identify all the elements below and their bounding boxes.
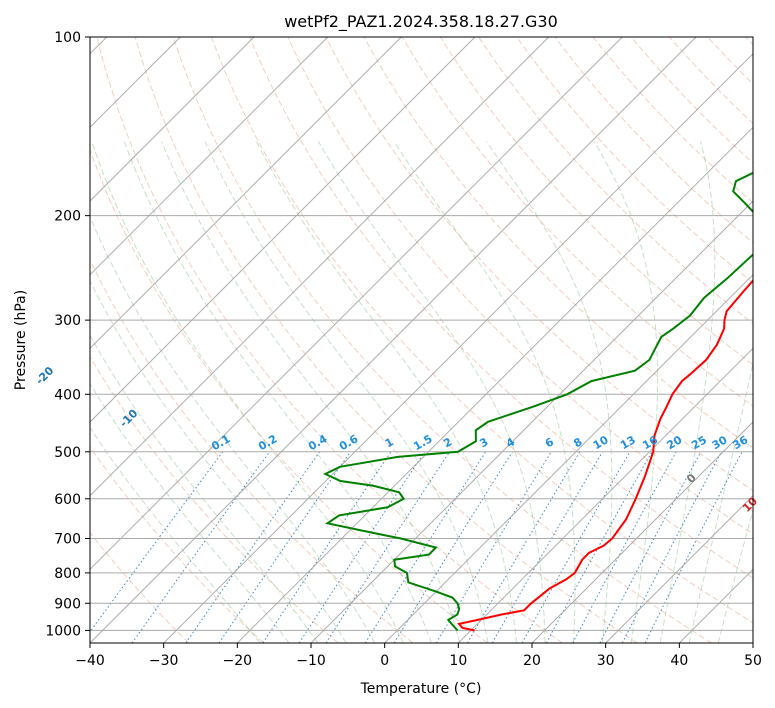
series-line-0: [457, 279, 753, 632]
moist-adiabat: [593, 141, 659, 643]
x-tick-label: −10: [296, 653, 326, 669]
moist-adiabat: [91, 141, 404, 643]
mixing-ratio-line: [521, 451, 631, 643]
mixing-ratio-line: [572, 451, 677, 643]
x-tick-label: 20: [523, 653, 541, 669]
dry-adiabat: [630, 37, 753, 164]
y-tick-label: 700: [54, 532, 81, 548]
isotherm: [90, 37, 402, 350]
moist-adiabat: [659, 141, 716, 643]
mixing-ratio-line: [325, 451, 451, 643]
dry-adiabat: [478, 37, 753, 325]
moist-adiabat: [90, 334, 319, 643]
x-axis-label: Temperature (°C): [360, 681, 482, 697]
moist-adiabat: [90, 279, 347, 643]
y-axis-label: Pressure (hPa): [13, 290, 29, 390]
dry-adiabat: [134, 37, 638, 643]
mixing-ratio-line: [218, 451, 351, 643]
moist-adiabat: [255, 141, 517, 643]
x-tick-label: −20: [223, 653, 253, 669]
dry-adiabat: [592, 37, 753, 204]
mixing-ratio-line: [185, 451, 321, 643]
x-tick-label: 10: [449, 653, 467, 669]
isotherm: [163, 52, 753, 643]
dry-adiabat: [287, 37, 753, 535]
isotherm: [90, 37, 476, 423]
mixing-ratio-line: [393, 451, 513, 643]
y-tick-label: 200: [54, 209, 81, 225]
mixing-ratio-line: [491, 451, 603, 643]
dry-adiabat: [325, 37, 753, 492]
dry-adiabat: [211, 37, 753, 624]
y-tick-label: 400: [54, 387, 81, 403]
isotherm: [384, 273, 753, 643]
y-tick-label: 600: [54, 492, 81, 508]
moist-adiabat: [90, 382, 290, 643]
x-tick-label: −40: [75, 653, 105, 669]
moist-adiabat: [317, 141, 546, 643]
moist-adiabat: [393, 141, 576, 643]
dry-adiabat: [439, 37, 753, 366]
dry-adiabat: [96, 37, 563, 643]
x-tick-label: −30: [149, 653, 179, 669]
plot-area: [90, 37, 753, 643]
moist-adiabat: [161, 141, 461, 643]
x-tick-label: 0: [380, 653, 389, 669]
mixing-ratio-line: [364, 451, 487, 643]
y-tick-label: 1000: [45, 623, 81, 639]
adiabat-labels: -100-90-80-70-60-50-40-30-20-10010203040…: [33, 364, 760, 515]
y-tick-label: 500: [54, 445, 81, 461]
chart-title: wetPf2_PAZ1.2024.358.18.27.G30: [284, 12, 558, 32]
isotherm: [605, 494, 753, 643]
series-line-1: [322, 171, 753, 632]
isotherm: [531, 421, 753, 643]
isotherm: [90, 37, 623, 571]
isotherm: [90, 37, 329, 276]
moist-adiabat: [90, 215, 376, 643]
isotherm: [90, 37, 697, 643]
mixing-ratio-line: [435, 451, 552, 643]
isotherm: [457, 347, 753, 643]
y-tick-label: 800: [54, 566, 81, 582]
y-tick-label: 300: [54, 313, 81, 329]
dry-adiabat: [90, 148, 488, 643]
moist-adiabat: [204, 141, 489, 643]
x-tick-label: 30: [597, 653, 615, 669]
dry-adiabat: [90, 531, 190, 643]
dry-adiabat: [90, 258, 414, 643]
dry-adiabat: [90, 355, 339, 643]
dry-adiabat: [516, 37, 753, 284]
moist-adiabat: [688, 361, 753, 643]
x-tick-label: 50: [744, 653, 762, 669]
mixing-ratio-line: [467, 451, 581, 643]
y-tick-label: 100: [54, 30, 81, 46]
moist-adiabat: [717, 508, 753, 643]
dry-adiabat: [249, 37, 753, 579]
x-tick-label: 40: [670, 653, 688, 669]
axes: −40 −30 −20 −10 0 10 20 30 40 50 100 200 300 400 500 60…: [45, 30, 762, 669]
plot-frame: [89, 36, 754, 644]
mixing-ratio-line: [131, 451, 271, 643]
moist-adiabat: [123, 141, 432, 643]
moist-adiabat: [90, 426, 261, 643]
y-tick-label: 900: [54, 596, 81, 612]
dry-adiabat: [554, 37, 753, 244]
isotherm: [90, 37, 255, 202]
dry-adiabat: [401, 37, 753, 407]
moist-adiabat: [485, 141, 613, 643]
isotherm: [90, 37, 550, 497]
isotherm: [236, 126, 753, 643]
